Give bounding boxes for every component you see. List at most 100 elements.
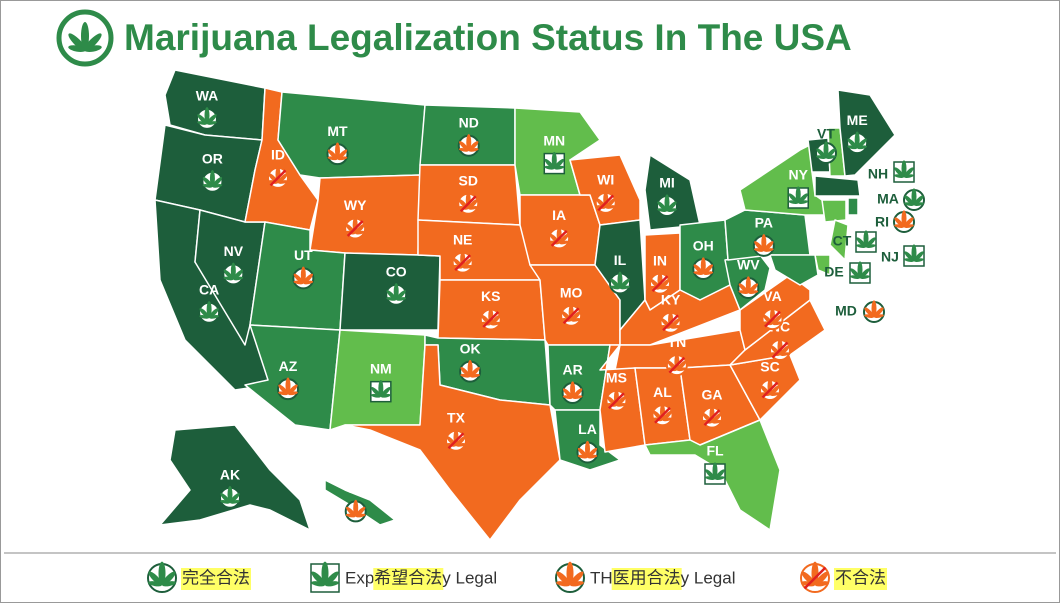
state (309, 174, 421, 256)
leaf-part (693, 271, 704, 275)
state-label: FL (706, 443, 724, 459)
leaf-part (300, 266, 306, 284)
leaf-part (455, 443, 466, 447)
status-icon (457, 192, 480, 215)
state (837, 89, 896, 177)
leaf-part (850, 268, 861, 279)
leaf-part (814, 581, 829, 587)
state (159, 424, 311, 531)
state-label: OK (460, 340, 481, 356)
state-label: MD (835, 303, 857, 319)
leaf (327, 142, 348, 161)
leaf-part (662, 410, 673, 421)
leaf-part (354, 223, 365, 234)
leaf-part (670, 318, 681, 329)
status-icon (201, 170, 224, 193)
slash (482, 311, 500, 328)
leaf-part (311, 581, 326, 587)
slash (764, 310, 781, 328)
leaf-part (795, 186, 801, 203)
leaf-part (206, 301, 212, 318)
leaf-part (857, 261, 863, 278)
leaf-part (554, 165, 565, 170)
status-icon (370, 380, 392, 403)
leaf-part (212, 177, 223, 187)
leaf-part (748, 283, 758, 294)
leaf-part (610, 285, 621, 290)
leaf-part (324, 571, 339, 586)
slash (668, 356, 686, 374)
state-label: DE (824, 264, 843, 280)
slash (651, 275, 669, 292)
leaf-part (370, 393, 381, 398)
leaf-part (825, 148, 836, 159)
state-label: KS (481, 288, 500, 304)
leaf-part (202, 177, 213, 187)
leaf-part (229, 493, 240, 503)
leaf (693, 257, 714, 275)
leaf-part (285, 377, 291, 395)
status-icon (863, 300, 885, 323)
status-icon (344, 216, 367, 240)
leaf-part (490, 321, 501, 326)
leaf-part (220, 493, 231, 503)
leaf-part (468, 199, 478, 209)
leaf-part (894, 174, 905, 178)
leaf-part (913, 195, 924, 206)
state-label: UT (294, 247, 313, 263)
state-label: SD (459, 172, 478, 188)
leaf-part (904, 258, 915, 262)
leaf-part (865, 237, 876, 248)
state-label: OR (202, 150, 223, 166)
state-label: SC (760, 359, 779, 375)
state-label: MA (877, 191, 899, 207)
leaf-part (287, 384, 298, 395)
slash (459, 195, 477, 213)
leaf-part (337, 149, 348, 160)
state-label: VT (817, 126, 835, 142)
state (644, 419, 781, 531)
state-label: MS (606, 369, 627, 385)
status-icon (659, 311, 682, 334)
title: Marijuana Legalization Status In The USA (124, 17, 852, 58)
state-label: NE (453, 231, 472, 247)
leaf-part (327, 149, 338, 160)
leaf-part (871, 300, 877, 317)
leaf-part (779, 352, 790, 356)
leaf-part (903, 167, 914, 178)
status-icon (222, 262, 245, 286)
leaf-part (769, 392, 780, 396)
leaf-part (458, 148, 469, 152)
leaf-part (894, 167, 905, 178)
leaf-part (469, 366, 480, 377)
slash (562, 307, 580, 325)
slash (761, 381, 779, 399)
leaf-part (903, 224, 914, 228)
leaf-part (856, 138, 867, 149)
status-icon (815, 141, 837, 164)
state-label: PA (755, 215, 773, 231)
leaf-part (847, 138, 858, 149)
leaf-part (666, 201, 677, 212)
slash (771, 341, 789, 359)
status-icon (761, 307, 784, 331)
leaf-part (462, 264, 473, 269)
state-label: NH (868, 166, 888, 182)
state-label: NJ (881, 249, 899, 265)
leaf-part (353, 499, 359, 517)
state-label: MN (543, 132, 565, 148)
highlight (373, 568, 444, 590)
leaf (856, 230, 876, 248)
leaf-part (864, 307, 875, 318)
leaf-part (335, 142, 340, 160)
leaf-part (676, 367, 687, 372)
leaf (197, 107, 217, 125)
state-label: ID (271, 147, 285, 163)
leaf-part (816, 155, 827, 159)
leaf (278, 377, 298, 396)
leaf-part (148, 571, 163, 586)
slash (608, 392, 625, 410)
leaf-part (754, 241, 765, 252)
leaf-part (324, 581, 339, 587)
leaf-part (393, 283, 399, 300)
